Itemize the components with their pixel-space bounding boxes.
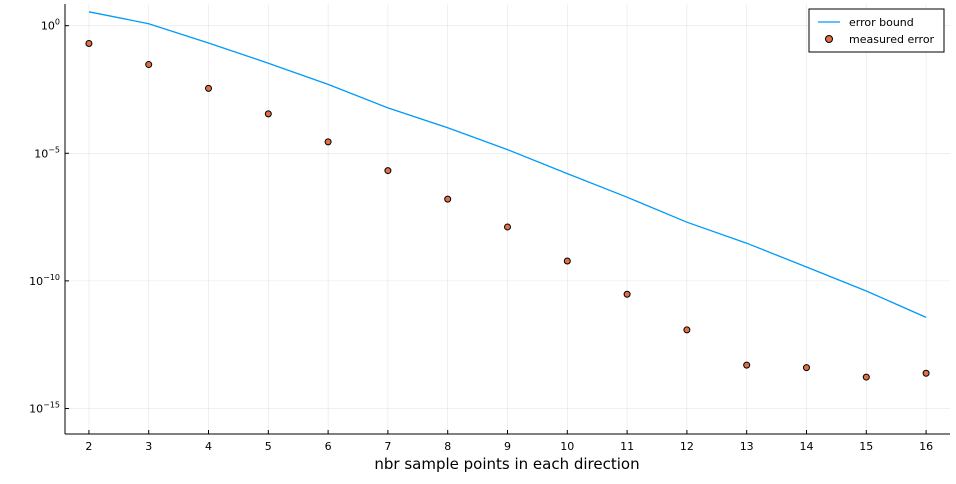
data-point-measured-error xyxy=(444,195,452,203)
y-tick-label: 10−5 xyxy=(34,145,60,160)
data-point-measured-error xyxy=(623,290,631,298)
x-tick-label: 14 xyxy=(799,440,813,453)
y-tick-label: 100 xyxy=(41,18,60,33)
x-tick-label: 6 xyxy=(325,440,332,453)
x-tick-label: 4 xyxy=(205,440,212,453)
y-tick-exponent: −15 xyxy=(43,400,60,409)
y-tick-label: 10−15 xyxy=(29,400,60,415)
x-axis-title: nbr sample points in each direction xyxy=(374,455,639,473)
y-tick-base: 10 xyxy=(29,275,43,288)
data-point-measured-error xyxy=(264,110,272,118)
x-tick-label: 2 xyxy=(85,440,92,453)
data-point-measured-error xyxy=(85,40,93,48)
x-tick-label: 7 xyxy=(384,440,391,453)
x-tick-label: 9 xyxy=(504,440,511,453)
y-tick-base: 10 xyxy=(34,147,48,160)
x-tick-label: 3 xyxy=(145,440,152,453)
x-tick-label: 12 xyxy=(680,440,694,453)
data-point-measured-error xyxy=(563,257,571,265)
data-point-measured-error xyxy=(145,61,153,69)
legend-box xyxy=(808,8,945,53)
data-point-measured-error xyxy=(205,84,213,92)
y-tick-base: 10 xyxy=(29,402,43,415)
y-tick-exponent: 0 xyxy=(55,18,60,27)
y-tick-exponent: −10 xyxy=(43,273,60,282)
x-tick-label: 11 xyxy=(620,440,634,453)
series-line-error-bound xyxy=(88,11,927,318)
legend-swatch-marker xyxy=(825,35,833,43)
y-tick-exponent: −5 xyxy=(48,145,60,154)
data-point-measured-error xyxy=(922,369,930,377)
x-tick-label: 16 xyxy=(919,440,933,453)
data-point-measured-error xyxy=(384,167,392,175)
data-point-measured-error xyxy=(683,326,691,334)
series xyxy=(85,11,930,381)
y-tick-label: 10−10 xyxy=(29,273,60,288)
x-tick-label: 15 xyxy=(859,440,873,453)
x-tick-label: 13 xyxy=(740,440,754,453)
x-ticks: 2 3 4 5 6 7 8 9 10 11 12 13 14 15 16 xyxy=(85,430,933,453)
data-point-measured-error xyxy=(504,223,511,231)
data-point-measured-error xyxy=(802,364,810,372)
data-point-measured-error xyxy=(862,373,870,381)
data-point-measured-error xyxy=(743,361,751,369)
x-tick-label: 10 xyxy=(560,440,574,453)
x-tick-label: 8 xyxy=(444,440,451,453)
grid xyxy=(65,4,950,434)
data-point-measured-error xyxy=(324,138,332,146)
legend: error bound measured error xyxy=(808,8,945,53)
x-tick-label: 5 xyxy=(265,440,272,453)
legend-label: measured error xyxy=(849,33,935,46)
y-tick-base: 10 xyxy=(41,20,55,33)
legend-label: error bound xyxy=(849,16,914,29)
